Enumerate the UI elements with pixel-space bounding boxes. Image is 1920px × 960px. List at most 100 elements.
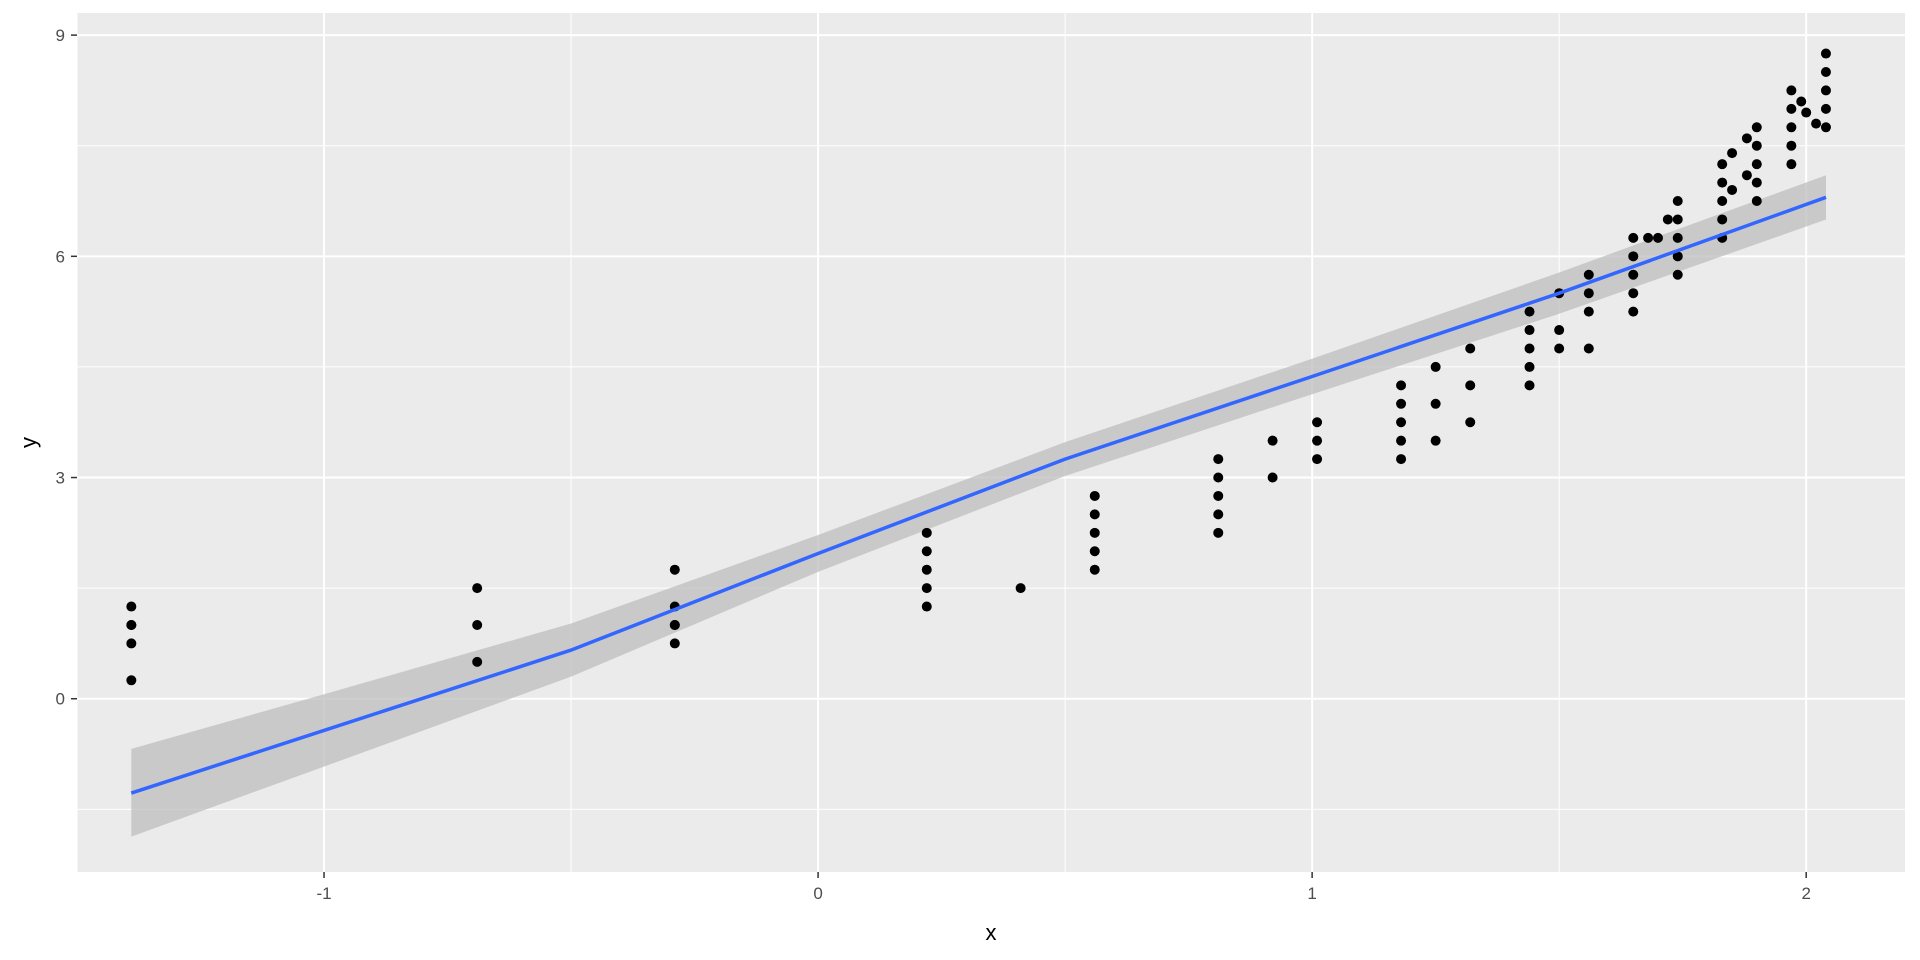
data-point (1213, 490, 1224, 501)
x-tick-label: 2 (1801, 884, 1810, 903)
data-point (1628, 288, 1639, 299)
data-point (1524, 380, 1535, 391)
data-point (1717, 177, 1728, 188)
data-point (1751, 140, 1762, 151)
data-point (921, 546, 932, 557)
data-point (1727, 148, 1738, 159)
y-axis: 0 3 6 9 (56, 26, 77, 709)
y-tick-label: 6 (56, 247, 65, 266)
data-point (1430, 435, 1441, 446)
data-point (1554, 325, 1565, 336)
data-point (921, 601, 932, 612)
data-point (1717, 159, 1728, 170)
data-point (1786, 159, 1797, 170)
x-axis-title: x (986, 920, 997, 945)
data-point (1820, 103, 1831, 114)
data-point (1267, 472, 1278, 483)
data-point (1672, 232, 1683, 243)
data-point (1820, 85, 1831, 96)
data-point (1820, 122, 1831, 133)
data-point (126, 601, 137, 612)
data-point (1751, 122, 1762, 133)
data-points (126, 48, 1831, 686)
data-point (1213, 509, 1224, 520)
data-point (1267, 435, 1278, 446)
data-point (1396, 417, 1407, 428)
data-point (1396, 435, 1407, 446)
data-point (1751, 196, 1762, 207)
data-point (669, 564, 680, 575)
data-point (1672, 214, 1683, 225)
data-point (1089, 509, 1100, 520)
data-point (1643, 232, 1654, 243)
data-point (669, 638, 680, 649)
data-point (1672, 196, 1683, 207)
x-tick-label: 1 (1307, 884, 1316, 903)
data-point (1396, 454, 1407, 465)
data-point (1820, 48, 1831, 59)
data-point (1524, 306, 1535, 317)
data-point (1554, 343, 1565, 354)
data-point (1312, 454, 1323, 465)
x-axis: -1 0 1 2 (316, 872, 1811, 903)
x-tick-label: 0 (813, 884, 822, 903)
y-tick-label: 3 (56, 469, 65, 488)
data-point (1751, 159, 1762, 170)
data-point (1089, 564, 1100, 575)
y-tick-label: 9 (56, 26, 65, 45)
regression-line (130, 195, 1827, 795)
data-point (1717, 196, 1728, 207)
data-point (1312, 435, 1323, 446)
data-point (1396, 398, 1407, 409)
y-tick-label: 0 (56, 690, 65, 709)
data-point (1741, 170, 1752, 181)
data-point (921, 583, 932, 594)
data-point (1524, 343, 1535, 354)
data-point (1741, 133, 1752, 144)
data-point (921, 564, 932, 575)
data-point (1089, 490, 1100, 501)
data-point (1811, 118, 1822, 129)
data-point (1524, 325, 1535, 336)
data-point (1672, 251, 1683, 262)
data-point (1717, 214, 1728, 225)
data-point (126, 675, 137, 686)
data-point (1751, 177, 1762, 188)
data-point (1465, 417, 1476, 428)
data-point (126, 638, 137, 649)
data-point (1524, 361, 1535, 372)
y-axis-title: y (16, 437, 41, 448)
data-point (1312, 417, 1323, 428)
data-point (1583, 306, 1594, 317)
data-point (1662, 214, 1673, 225)
data-point (472, 619, 483, 630)
confidence-band (131, 175, 1826, 837)
data-point (1430, 398, 1441, 409)
data-point (1786, 103, 1797, 114)
data-point (1796, 96, 1807, 107)
data-point (1465, 380, 1476, 391)
data-point (1089, 546, 1100, 557)
data-point (126, 619, 137, 630)
data-point (1727, 184, 1738, 195)
data-point (1628, 269, 1639, 280)
data-point (1583, 269, 1594, 280)
data-point (1089, 527, 1100, 538)
data-point (1672, 269, 1683, 280)
data-point (1628, 251, 1639, 262)
data-point (1820, 66, 1831, 77)
data-point (1430, 361, 1441, 372)
data-point (1583, 343, 1594, 354)
data-point (669, 619, 680, 630)
data-point (1786, 140, 1797, 151)
data-point (1786, 122, 1797, 133)
data-point (1628, 306, 1639, 317)
x-tick-label: -1 (316, 884, 331, 903)
data-point (1213, 472, 1224, 483)
data-point (1213, 527, 1224, 538)
data-point (921, 527, 932, 538)
data-point (1652, 232, 1663, 243)
data-point (1465, 343, 1476, 354)
data-point (1583, 288, 1594, 299)
